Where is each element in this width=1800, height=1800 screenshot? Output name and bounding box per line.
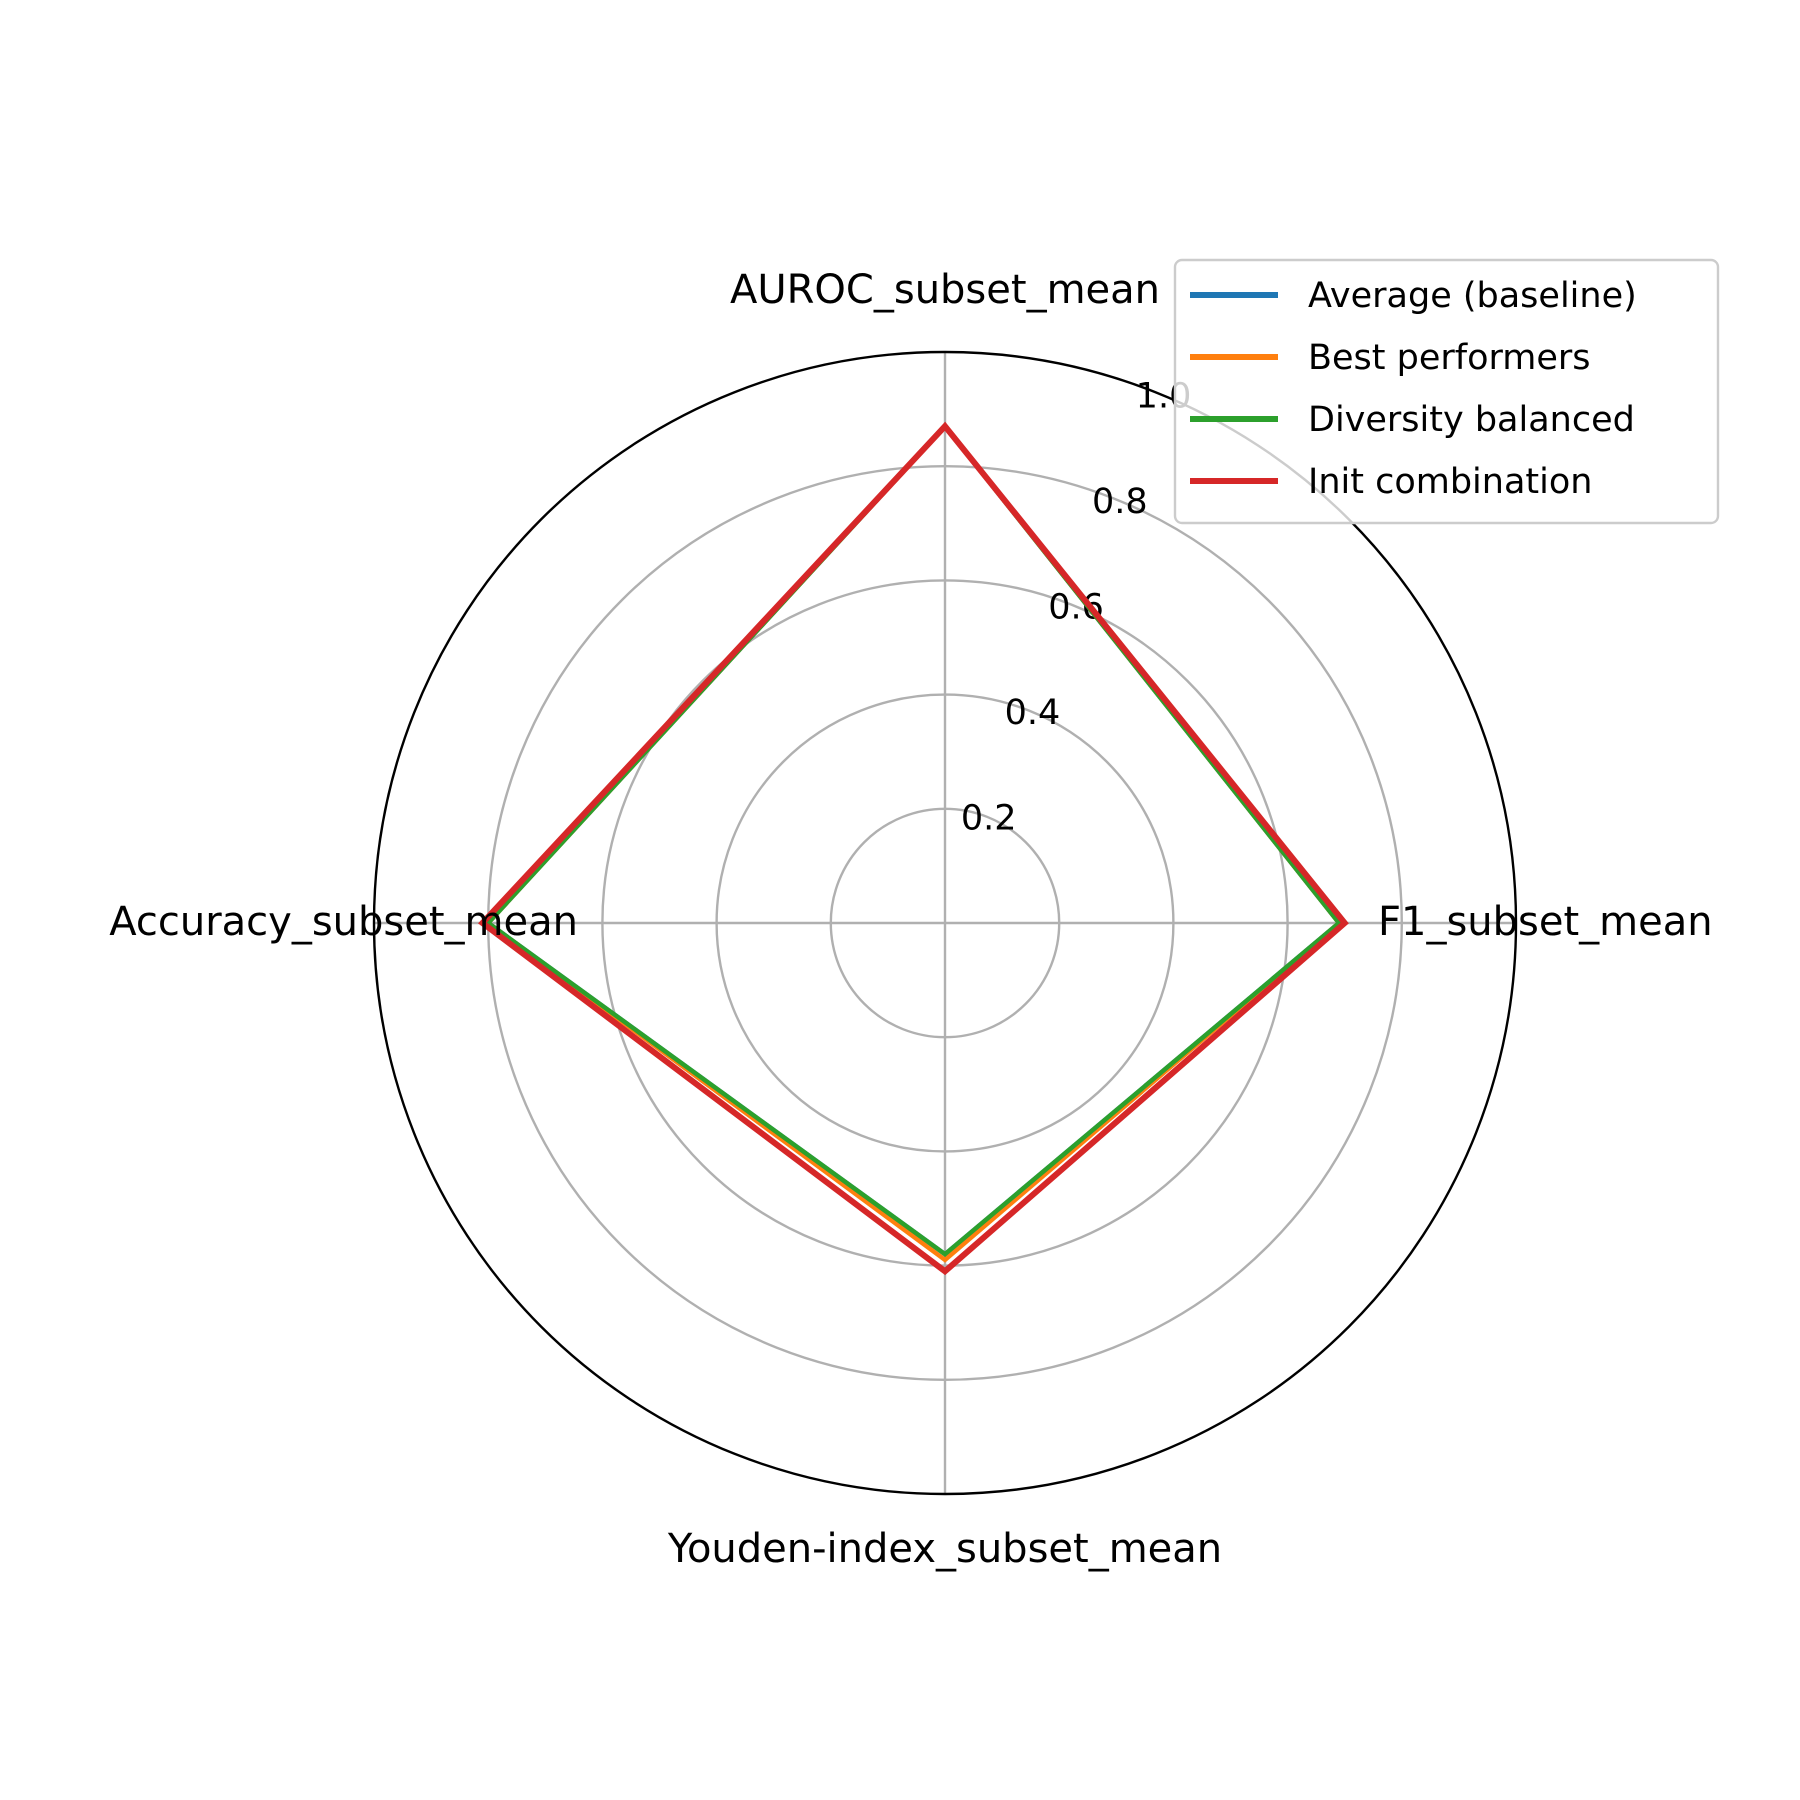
- legend-label: Diversity balanced: [1308, 400, 1635, 440]
- outer-frame: [372, 350, 1518, 1496]
- series-line: [484, 422, 1343, 1258]
- axis-labels: AUROC_subset_mean F1_subset_mean Youden-in…: [109, 267, 1712, 1572]
- series-line: [478, 421, 1349, 1276]
- axis-label: Youden-index_subset_mean: [667, 1526, 1222, 1572]
- legend-label: Init combination: [1308, 462, 1592, 502]
- legend-frame: [1173, 258, 1720, 525]
- axis-label: F1_subset_mean: [1378, 899, 1713, 945]
- legend-label: Average (baseline): [1308, 276, 1637, 316]
- series-line: [484, 422, 1343, 1258]
- rtick-label: 0.2: [961, 798, 1017, 838]
- axis-label: Accuracy_subset_mean: [109, 899, 578, 945]
- series-polygons: [478, 421, 1349, 1276]
- rtick-label: 0.4: [1005, 693, 1061, 733]
- rtick-label: 0.8: [1092, 482, 1148, 522]
- axis-label: AUROC_subset_mean: [730, 267, 1160, 313]
- legend: Average (baseline) Best performers Diversi…: [1173, 258, 1720, 525]
- radial-tick-labels: 0.20.40.60.81.0: [961, 376, 1191, 838]
- legend-label: Best performers: [1308, 338, 1591, 378]
